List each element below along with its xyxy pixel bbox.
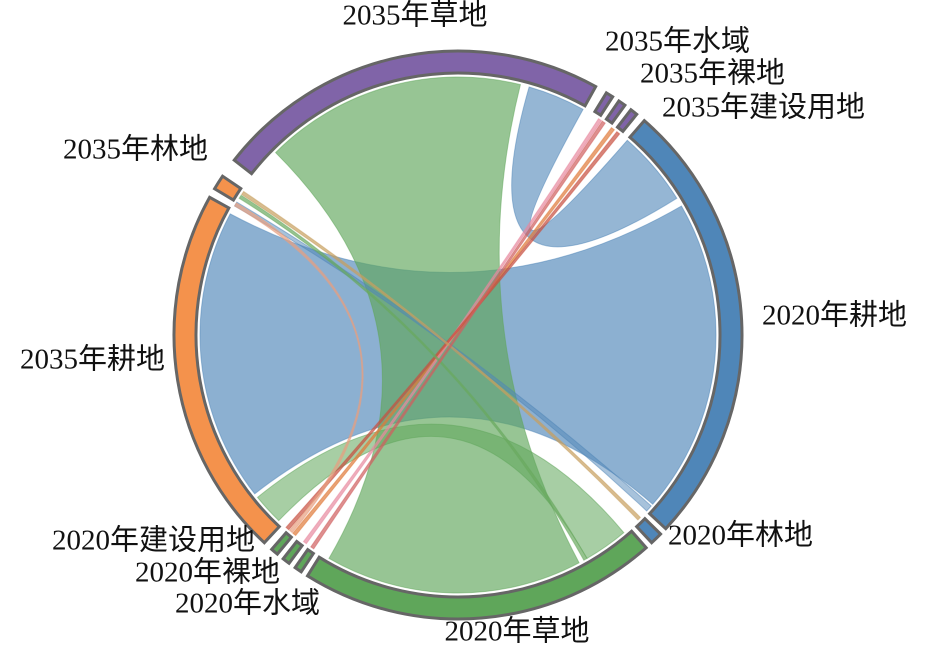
ribbon — [238, 194, 588, 561]
node-arc — [293, 547, 316, 574]
node-label: 2035年耕地 — [20, 343, 165, 376]
node-arc — [634, 516, 663, 545]
node-arc — [604, 98, 628, 126]
node-arc — [281, 539, 305, 566]
node-arc — [592, 90, 615, 118]
node-label: 2035年草地 — [342, 0, 487, 32]
node-label: 2020年水域 — [175, 587, 320, 620]
node-label: 2035年裸地 — [640, 57, 785, 90]
node-label: 2035年林地 — [63, 133, 208, 166]
arcs — [172, 49, 744, 621]
node-arc — [232, 49, 598, 176]
node-arc — [269, 530, 294, 557]
node-label: 2020年林地 — [668, 519, 813, 552]
node-label: 2020年耕地 — [762, 299, 907, 332]
node-arc — [172, 195, 282, 545]
ribbon — [240, 190, 642, 521]
node-label: 2020年草地 — [444, 615, 589, 648]
ribbon — [233, 202, 364, 534]
node-arc — [305, 529, 649, 621]
node-label: 2035年建设用地 — [662, 91, 865, 124]
node-label: 2020年建设用地 — [52, 524, 255, 557]
ribbon — [302, 117, 603, 545]
ribbons — [199, 76, 717, 594]
ribbon — [310, 120, 606, 550]
node-arc — [627, 118, 744, 531]
node-label: 2035年水域 — [605, 25, 750, 58]
node-arc — [615, 107, 639, 134]
node-arc — [212, 174, 243, 203]
node-label: 2020年裸地 — [135, 556, 280, 589]
